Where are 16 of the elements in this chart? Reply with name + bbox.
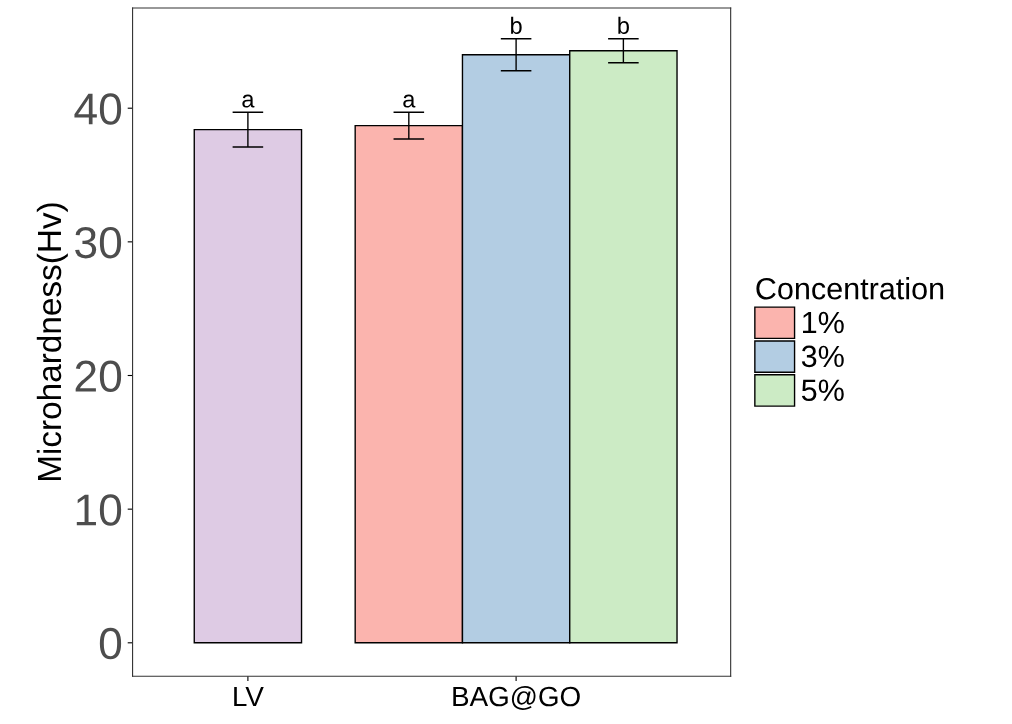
- data-label: b: [511, 16, 522, 35]
- data-label: a: [242, 94, 255, 108]
- x-tick-label: BAG@GO: [453, 685, 580, 710]
- legend-label: 3%: [801, 345, 844, 368]
- y-tick-label: 0: [99, 627, 122, 660]
- data-label: a: [403, 94, 416, 108]
- legend-label: 5%: [801, 379, 844, 402]
- legend-label: 1%: [803, 311, 844, 334]
- y-tick-label: 30: [75, 226, 122, 259]
- y-axis-title: Microhardness(Hv): [36, 203, 68, 481]
- y-tick-label: 40: [74, 93, 122, 125]
- y-tick-label: 10: [76, 494, 122, 526]
- x-tick-label: LV: [234, 686, 264, 707]
- legend-title: Concentration: [756, 277, 944, 300]
- y-tick-label: 20: [75, 360, 122, 393]
- data-label: b: [618, 16, 629, 35]
